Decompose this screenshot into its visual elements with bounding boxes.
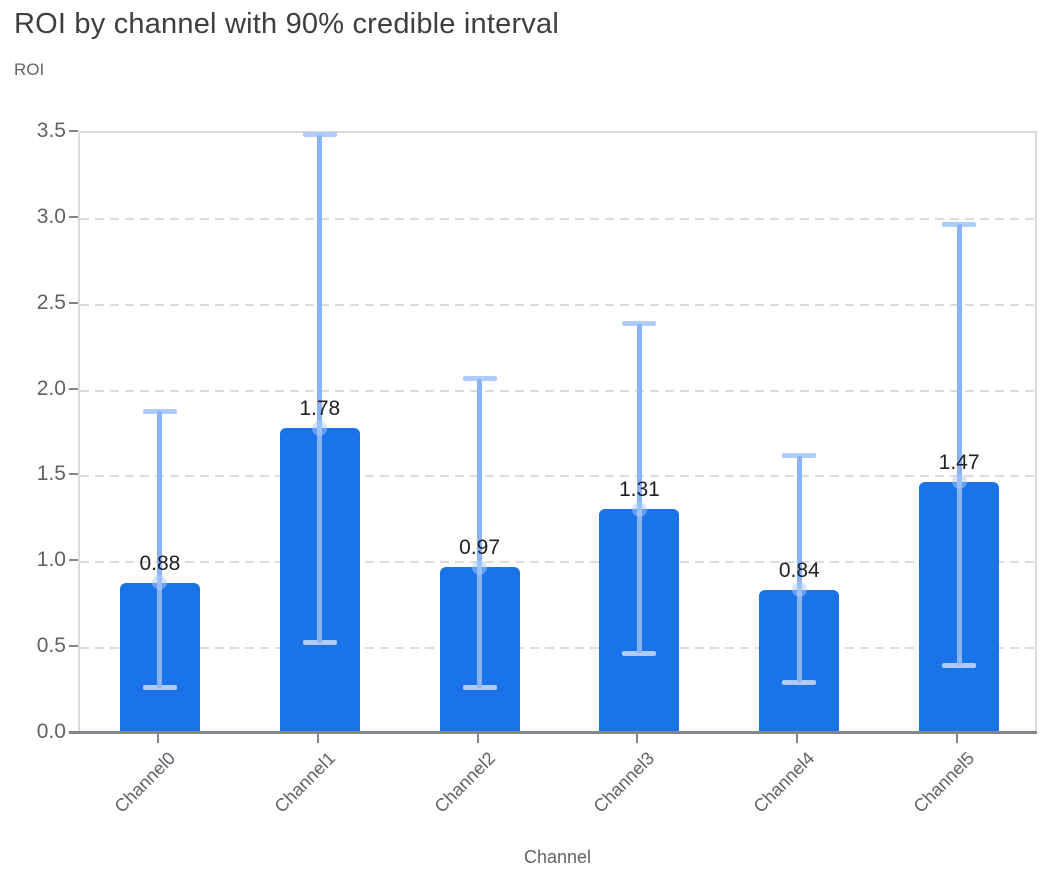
gridline xyxy=(80,217,1035,220)
error-bar-marker-dot xyxy=(312,420,328,436)
bar-value-label: 1.78 xyxy=(299,397,341,421)
bar-value-label: 1.47 xyxy=(938,450,980,474)
x-axis-line xyxy=(69,731,1037,734)
x-axis-tick xyxy=(156,734,159,743)
x-tick-label-channel2: Channel2 xyxy=(430,748,499,817)
gridline xyxy=(80,647,1035,650)
error-bar-marker-dot xyxy=(152,575,168,591)
y-tick-label: 1.0 xyxy=(36,548,66,572)
y-axis-tick xyxy=(69,559,78,562)
gridline xyxy=(80,475,1035,478)
error-bar-cap-lower xyxy=(622,650,657,656)
chart-title: ROI by channel with 90% credible interva… xyxy=(14,8,559,40)
error-bar-cap-lower xyxy=(302,640,337,646)
x-axis-tick xyxy=(956,734,959,743)
x-axis-tick xyxy=(316,734,319,743)
y-axis-title: ROI xyxy=(14,60,45,79)
error-bar-stem xyxy=(157,411,163,688)
y-axis-tick xyxy=(69,473,78,476)
y-tick-label: 2.5 xyxy=(36,290,66,314)
error-bar-stem xyxy=(477,378,483,688)
error-bar-marker-dot xyxy=(631,501,647,517)
x-axis-tick xyxy=(796,734,799,743)
error-bar-cap-lower xyxy=(142,685,177,691)
error-bar-marker-dot xyxy=(791,582,807,598)
bar-value-label: 1.31 xyxy=(618,478,660,502)
x-tick-label-channel3: Channel3 xyxy=(589,748,659,817)
y-tick-label: 3.0 xyxy=(36,204,66,228)
x-axis-tick xyxy=(636,734,639,743)
x-axis-tick xyxy=(476,734,479,743)
y-tick-label: 0.0 xyxy=(36,720,66,743)
y-tick-label: 2.0 xyxy=(36,376,66,400)
x-tick-label-channel5: Channel5 xyxy=(909,748,979,817)
bar-value-label: 0.84 xyxy=(778,558,820,582)
error-bar-cap-lower xyxy=(462,685,497,691)
error-bar-marker-dot xyxy=(951,474,967,490)
bar-value-label: 0.97 xyxy=(459,536,501,560)
y-tick-label: 1.5 xyxy=(36,462,66,486)
gridline xyxy=(80,303,1035,306)
plot-area: 0.88 1.78 0.97 1.31 0.84 1.47 xyxy=(78,131,1037,734)
y-axis-tick xyxy=(69,215,78,218)
x-tick-label-channel4: Channel4 xyxy=(749,748,819,817)
bar-value-label: 0.88 xyxy=(139,551,181,575)
x-axis-title: Channel xyxy=(523,847,592,867)
error-bar-stem xyxy=(317,134,323,643)
y-tick-label: 0.5 xyxy=(36,634,66,658)
y-tick-label: 3.5 xyxy=(36,119,66,142)
y-axis-tick xyxy=(69,130,78,132)
gridline xyxy=(80,561,1035,564)
error-bar-marker-dot xyxy=(472,559,488,575)
y-axis-tick xyxy=(69,645,78,648)
error-bar-stem xyxy=(796,455,802,683)
error-bar-cap-lower xyxy=(942,662,977,668)
y-axis-tick xyxy=(69,387,78,390)
error-bar-stem xyxy=(956,224,962,666)
y-axis-tick xyxy=(69,301,78,304)
x-tick-label-channel0: Channel0 xyxy=(110,748,180,817)
error-bar-cap-lower xyxy=(782,679,817,685)
x-tick-label-channel1: Channel1 xyxy=(270,748,339,817)
gridline xyxy=(80,389,1035,392)
error-bar-stem xyxy=(636,323,642,654)
